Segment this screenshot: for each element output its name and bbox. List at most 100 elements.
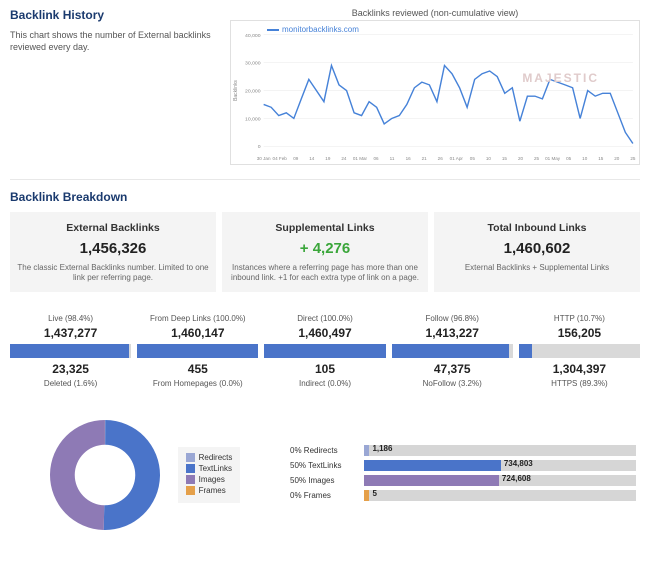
history-desc: This chart shows the number of External …: [10, 30, 220, 53]
chart-watermark: MAJESTIC: [522, 71, 599, 85]
svg-text:0: 0: [258, 144, 261, 150]
legend-row: TextLinks: [186, 464, 233, 473]
svg-text:Backlinks: Backlinks: [233, 80, 239, 101]
stat-bottom-label: Deleted (1.6%): [10, 379, 131, 388]
svg-text:01 Mar: 01 Mar: [353, 156, 368, 161]
chart-series-legend: monitorbacklinks.com: [267, 25, 359, 34]
legend-row: Frames: [186, 486, 233, 495]
stat-block: HTTP (10.7%) 156,205 1,304,397 HTTPS (89…: [519, 314, 640, 388]
hbar-row: 50% Images 724,608: [290, 475, 640, 486]
svg-text:05: 05: [470, 156, 476, 161]
svg-text:14: 14: [309, 156, 315, 161]
stat-progress: [137, 344, 258, 358]
stat-block: Direct (100.0%) 1,460,497 105 Indirect (…: [264, 314, 385, 388]
svg-text:25: 25: [630, 156, 636, 161]
stat-progress: [10, 344, 131, 358]
legend-label: Frames: [199, 486, 226, 495]
legend-row: Images: [186, 475, 233, 484]
chart-title: Backlinks reviewed (non-cumulative view): [230, 8, 640, 18]
svg-text:16: 16: [406, 156, 412, 161]
legend-swatch: [186, 486, 195, 495]
summary-card: Supplemental Links + 4,276 Instances whe…: [222, 212, 428, 292]
legend-swatch: [186, 475, 195, 484]
stat-progress: [519, 344, 640, 358]
svg-text:04 Feb: 04 Feb: [273, 156, 288, 161]
svg-text:10: 10: [582, 156, 588, 161]
stat-top-label: Live (98.4%): [10, 314, 131, 323]
donut-legend: Redirects TextLinks Images Frames: [178, 447, 241, 503]
legend-label: Images: [199, 475, 225, 484]
hbar-label: 50% Images: [290, 476, 360, 485]
card-label: External Backlinks: [16, 222, 210, 234]
svg-text:20: 20: [614, 156, 620, 161]
svg-text:19: 19: [325, 156, 331, 161]
hbar-row: 0% Redirects 1,186: [290, 445, 640, 456]
stat-top-value: 156,205: [519, 326, 640, 340]
svg-text:25: 25: [534, 156, 540, 161]
hbar-value: 1,186: [372, 444, 392, 453]
stat-top-label: From Deep Links (100.0%): [137, 314, 258, 323]
svg-text:30 Jan: 30 Jan: [257, 156, 271, 161]
legend-label: TextLinks: [199, 464, 232, 473]
svg-text:24: 24: [341, 156, 347, 161]
hbar-value: 734,803: [504, 459, 533, 468]
card-sub: Instances where a referring page has mor…: [228, 263, 422, 282]
summary-card: External Backlinks 1,456,326 The classic…: [10, 212, 216, 292]
svg-text:01 May: 01 May: [545, 156, 561, 161]
stat-bottom-label: From Homepages (0.0%): [137, 379, 258, 388]
svg-text:21: 21: [422, 156, 428, 161]
link-type-donut: [40, 410, 170, 540]
stat-top-value: 1,460,497: [264, 326, 385, 340]
stat-bottom-label: Indirect (0.0%): [264, 379, 385, 388]
stat-top-label: Direct (100.0%): [264, 314, 385, 323]
hbar-label: 50% TextLinks: [290, 461, 360, 470]
card-value: 1,456,326: [16, 240, 210, 257]
card-value: + 4,276: [228, 240, 422, 257]
history-title: Backlink History: [10, 8, 220, 22]
stat-bottom-label: NoFollow (3.2%): [392, 379, 513, 388]
stat-top-label: HTTP (10.7%): [519, 314, 640, 323]
backlink-history-chart: monitorbacklinks.com MAJESTIC 0 10,000 20,…: [230, 20, 640, 165]
stat-progress: [264, 344, 385, 358]
summary-card: Total Inbound Links 1,460,602 External B…: [434, 212, 640, 292]
card-sub: The classic External Backlinks number. L…: [16, 263, 210, 282]
hbar-value: 5: [372, 489, 376, 498]
legend-swatch: [186, 453, 195, 462]
stat-bottom-value: 455: [137, 362, 258, 376]
legend-row: Redirects: [186, 453, 233, 462]
hbar-row: 0% Frames 5: [290, 490, 640, 501]
stat-bottom-value: 105: [264, 362, 385, 376]
card-sub: External Backlinks + Supplemental Links: [440, 263, 634, 273]
stat-bottom-value: 1,304,397: [519, 362, 640, 376]
svg-text:30,000: 30,000: [245, 61, 261, 67]
svg-text:06: 06: [373, 156, 379, 161]
stat-top-label: Follow (96.8%): [392, 314, 513, 323]
hbar-track: 724,608: [364, 475, 636, 486]
svg-text:11: 11: [390, 156, 395, 161]
hbar-track: 734,803: [364, 460, 636, 471]
svg-text:09: 09: [293, 156, 299, 161]
svg-text:40,000: 40,000: [245, 33, 261, 39]
legend-label: Redirects: [199, 453, 233, 462]
svg-text:20,000: 20,000: [245, 89, 261, 95]
svg-text:01 Apr: 01 Apr: [450, 156, 464, 161]
stat-block: Follow (96.8%) 1,413,227 47,375 NoFollow…: [392, 314, 513, 388]
svg-text:05: 05: [566, 156, 572, 161]
hbar-track: 5: [364, 490, 636, 501]
stat-progress: [392, 344, 513, 358]
stat-top-value: 1,437,277: [10, 326, 131, 340]
legend-swatch: [186, 464, 195, 473]
svg-text:10,000: 10,000: [245, 116, 261, 122]
stat-block: Live (98.4%) 1,437,277 23,325 Deleted (1…: [10, 314, 131, 388]
stat-top-value: 1,460,147: [137, 326, 258, 340]
stat-bottom-label: HTTPS (89.3%): [519, 379, 640, 388]
svg-text:10: 10: [486, 156, 492, 161]
card-label: Total Inbound Links: [440, 222, 634, 234]
hbar-value: 724,608: [502, 474, 531, 483]
svg-text:26: 26: [438, 156, 444, 161]
card-label: Supplemental Links: [228, 222, 422, 234]
svg-text:15: 15: [598, 156, 604, 161]
svg-text:20: 20: [518, 156, 524, 161]
card-value: 1,460,602: [440, 240, 634, 257]
breakdown-title: Backlink Breakdown: [10, 190, 640, 204]
